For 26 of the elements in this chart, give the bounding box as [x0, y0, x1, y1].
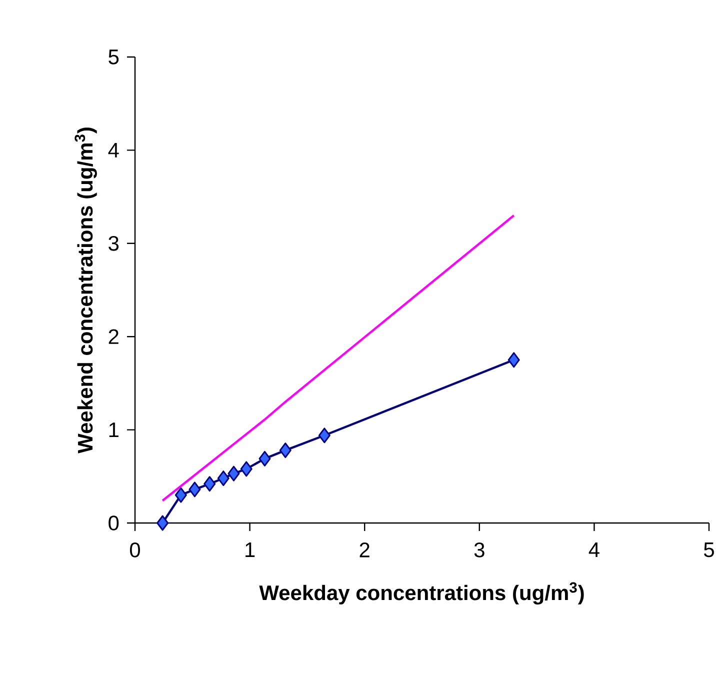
- point: [204, 476, 216, 492]
- x-axis-title: Weekday concentrations (ug/m$^{3}$): [259, 582, 584, 605]
- point: [508, 352, 520, 368]
- x-tick-label: 0: [130, 542, 140, 558]
- point: [188, 482, 201, 498]
- x-tick-label: 4: [588, 542, 600, 557]
- x-tick-label: 2: [360, 542, 370, 558]
- point: [217, 470, 230, 486]
- x-tick-label: 1: [246, 542, 255, 557]
- x-tick-label: 5: [704, 542, 714, 558]
- point: [228, 466, 240, 482]
- point: [318, 428, 330, 444]
- y-tick-label: 1: [109, 422, 118, 438]
- point: [258, 450, 271, 466]
- y-tick-label: 3: [108, 236, 119, 251]
- y-tick-label: 0: [108, 516, 119, 530]
- line-series: [161, 214, 515, 502]
- point: [156, 515, 169, 531]
- y-axis-title: Weekend concentrations (ug/m$^{3}$): [74, 128, 97, 454]
- point: [174, 487, 187, 503]
- x-tick-label: 3: [474, 542, 484, 558]
- y-tick-label: 2: [108, 329, 118, 344]
- y-tick-label: 4: [108, 142, 119, 158]
- point: [279, 442, 292, 458]
- y-tick-label: 5: [108, 50, 119, 64]
- point: [240, 461, 252, 477]
